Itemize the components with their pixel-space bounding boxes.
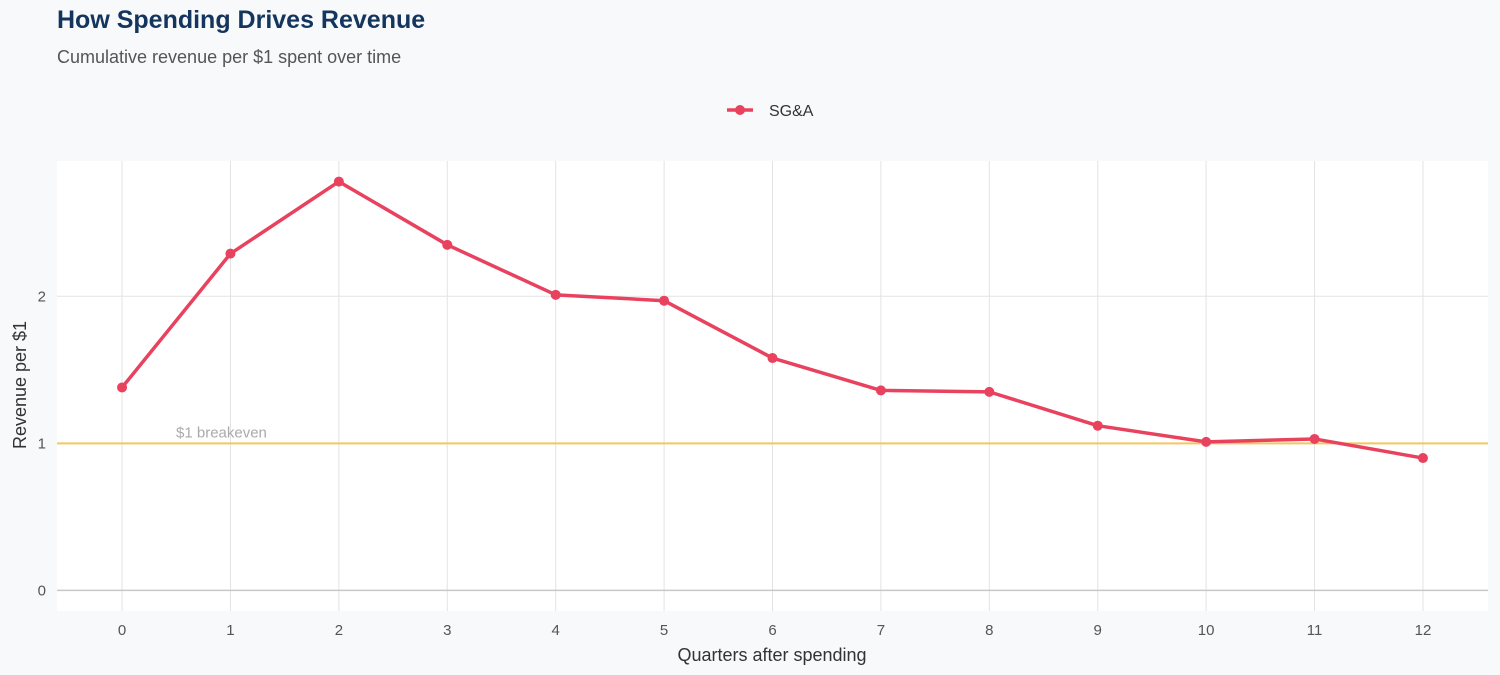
data-point [1092,420,1103,431]
data-point [659,295,670,306]
x-tick-label: 1 [226,622,234,639]
chart-subtitle: Cumulative revenue per $1 spent over tim… [57,47,402,67]
x-axis-label: Quarters after spending [677,645,866,665]
x-tick-label: 11 [1307,622,1323,639]
legend-label: SG&A [769,103,814,120]
data-point [225,248,236,259]
x-tick-label: 7 [877,622,885,639]
chart-title: How Spending Drives Revenue [57,6,426,34]
x-tick-label: 6 [768,622,776,639]
x-tick-label: 9 [1094,622,1102,639]
breakeven-label: $1 breakeven [176,424,267,441]
data-point [1417,453,1428,464]
x-tick-label: 0 [118,622,126,639]
x-tick-label: 8 [985,622,993,639]
x-tick-label: 12 [1415,622,1432,639]
data-point [550,289,561,300]
y-axis-label: Revenue per $1 [10,321,30,449]
data-point [1309,433,1320,444]
data-point [767,353,778,364]
x-tick-label: 10 [1198,622,1215,639]
data-point [442,239,453,250]
x-tick-label: 2 [335,622,343,639]
legend-marker [735,105,745,115]
x-tick-label: 5 [660,622,668,639]
data-point [875,385,886,396]
data-point [984,386,995,397]
y-tick-label: 1 [38,435,46,452]
legend: SG&A [727,103,814,120]
data-point [333,176,344,187]
y-tick-label: 2 [38,288,46,305]
x-tick-label: 3 [443,622,451,639]
x-tick-label: 4 [552,622,560,639]
y-tick-label: 0 [38,582,46,599]
data-point [1201,436,1212,447]
data-point [117,382,128,393]
